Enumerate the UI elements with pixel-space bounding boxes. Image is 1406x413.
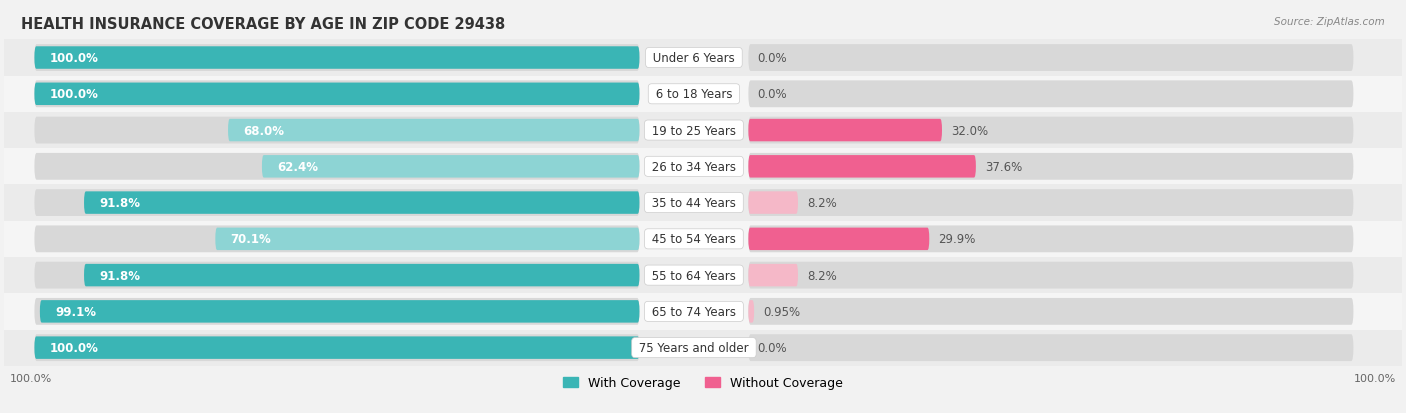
Text: 0.0%: 0.0%	[758, 52, 787, 65]
FancyBboxPatch shape	[4, 221, 1402, 257]
Text: 35 to 44 Years: 35 to 44 Years	[648, 197, 740, 209]
FancyBboxPatch shape	[748, 262, 1354, 289]
Text: 70.1%: 70.1%	[231, 233, 271, 246]
Text: 6 to 18 Years: 6 to 18 Years	[652, 88, 737, 101]
FancyBboxPatch shape	[34, 298, 640, 325]
FancyBboxPatch shape	[84, 192, 640, 214]
Text: 91.8%: 91.8%	[100, 269, 141, 282]
FancyBboxPatch shape	[34, 117, 640, 144]
Text: 75 Years and older: 75 Years and older	[636, 341, 752, 354]
FancyBboxPatch shape	[748, 81, 1354, 108]
Text: 100.0%: 100.0%	[49, 341, 98, 354]
FancyBboxPatch shape	[34, 154, 640, 180]
FancyBboxPatch shape	[748, 119, 942, 142]
FancyBboxPatch shape	[34, 47, 640, 70]
Text: 91.8%: 91.8%	[100, 197, 141, 209]
FancyBboxPatch shape	[748, 156, 976, 178]
Text: 62.4%: 62.4%	[277, 160, 318, 173]
Text: 8.2%: 8.2%	[807, 269, 837, 282]
FancyBboxPatch shape	[748, 298, 1354, 325]
Text: 100.0%: 100.0%	[49, 52, 98, 65]
FancyBboxPatch shape	[748, 45, 1354, 72]
Text: 55 to 64 Years: 55 to 64 Years	[648, 269, 740, 282]
FancyBboxPatch shape	[4, 149, 1402, 185]
Text: 8.2%: 8.2%	[807, 197, 837, 209]
FancyBboxPatch shape	[748, 226, 1354, 253]
FancyBboxPatch shape	[262, 156, 640, 178]
FancyBboxPatch shape	[4, 257, 1402, 294]
Text: 100.0%: 100.0%	[10, 373, 52, 383]
FancyBboxPatch shape	[34, 81, 640, 108]
Text: 100.0%: 100.0%	[49, 88, 98, 101]
Legend: With Coverage, Without Coverage: With Coverage, Without Coverage	[558, 371, 848, 394]
FancyBboxPatch shape	[4, 185, 1402, 221]
FancyBboxPatch shape	[34, 190, 640, 216]
FancyBboxPatch shape	[228, 119, 640, 142]
FancyBboxPatch shape	[34, 83, 640, 106]
FancyBboxPatch shape	[748, 190, 1354, 216]
Text: 19 to 25 Years: 19 to 25 Years	[648, 124, 740, 137]
Text: 26 to 34 Years: 26 to 34 Years	[648, 160, 740, 173]
FancyBboxPatch shape	[748, 264, 799, 287]
FancyBboxPatch shape	[748, 335, 1354, 361]
Text: 100.0%: 100.0%	[1354, 373, 1396, 383]
Text: Source: ZipAtlas.com: Source: ZipAtlas.com	[1274, 17, 1385, 26]
FancyBboxPatch shape	[748, 192, 799, 214]
FancyBboxPatch shape	[39, 300, 640, 323]
Text: 32.0%: 32.0%	[950, 124, 988, 137]
FancyBboxPatch shape	[748, 154, 1354, 180]
Text: 99.1%: 99.1%	[55, 305, 96, 318]
FancyBboxPatch shape	[4, 40, 1402, 76]
Text: 0.0%: 0.0%	[758, 341, 787, 354]
Text: HEALTH INSURANCE COVERAGE BY AGE IN ZIP CODE 29438: HEALTH INSURANCE COVERAGE BY AGE IN ZIP …	[21, 17, 505, 31]
FancyBboxPatch shape	[215, 228, 640, 250]
FancyBboxPatch shape	[34, 226, 640, 253]
Text: 0.0%: 0.0%	[758, 88, 787, 101]
FancyBboxPatch shape	[4, 294, 1402, 330]
Text: Under 6 Years: Under 6 Years	[650, 52, 738, 65]
FancyBboxPatch shape	[748, 300, 754, 323]
FancyBboxPatch shape	[4, 113, 1402, 149]
FancyBboxPatch shape	[4, 330, 1402, 366]
FancyBboxPatch shape	[4, 76, 1402, 113]
Text: 45 to 54 Years: 45 to 54 Years	[648, 233, 740, 246]
FancyBboxPatch shape	[748, 228, 929, 250]
Text: 29.9%: 29.9%	[938, 233, 976, 246]
Text: 65 to 74 Years: 65 to 74 Years	[648, 305, 740, 318]
FancyBboxPatch shape	[84, 264, 640, 287]
Text: 37.6%: 37.6%	[986, 160, 1022, 173]
FancyBboxPatch shape	[748, 117, 1354, 144]
Text: 0.95%: 0.95%	[763, 305, 800, 318]
FancyBboxPatch shape	[34, 45, 640, 72]
FancyBboxPatch shape	[34, 335, 640, 361]
FancyBboxPatch shape	[34, 262, 640, 289]
Text: 68.0%: 68.0%	[243, 124, 284, 137]
FancyBboxPatch shape	[34, 337, 640, 359]
